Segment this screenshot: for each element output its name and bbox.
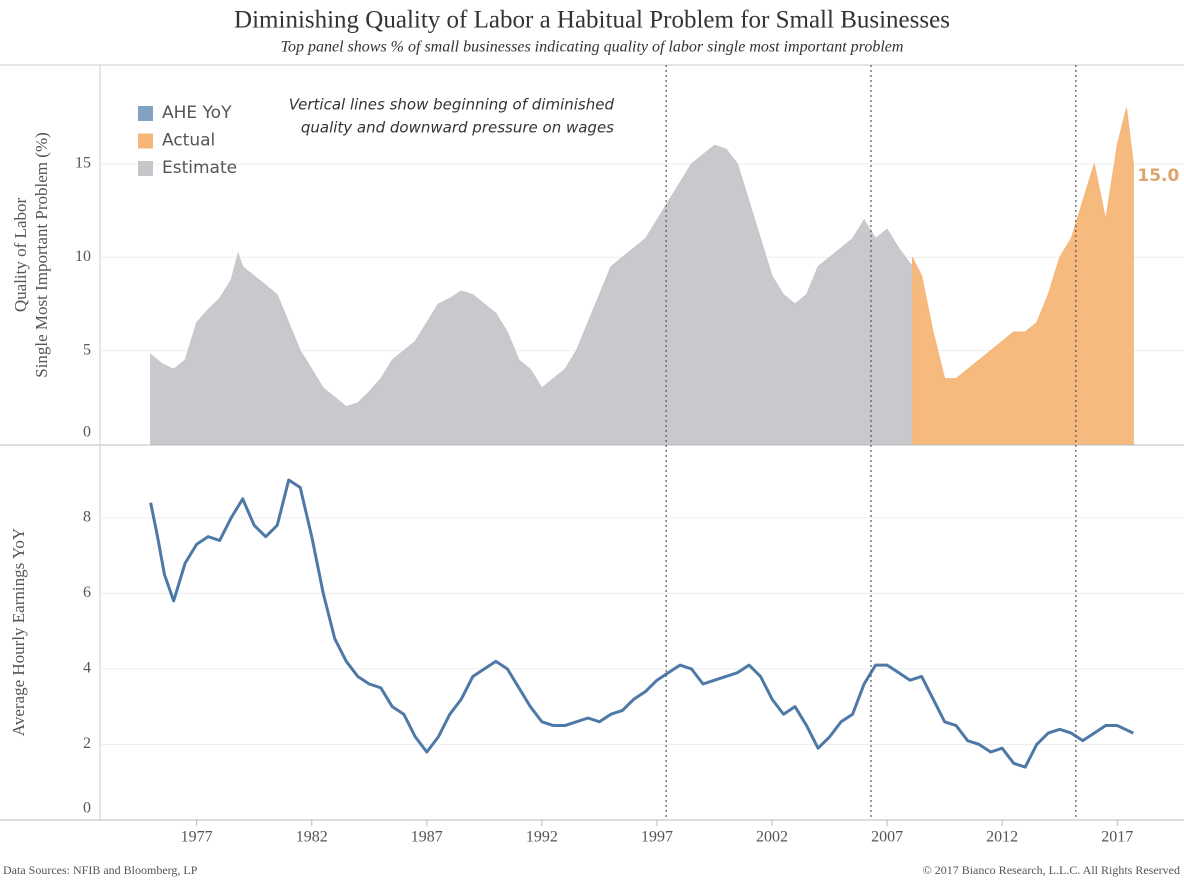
y-tick-label: 0 (83, 800, 91, 817)
legend-swatch (138, 133, 153, 149)
legend-label: AHE YoY (162, 103, 232, 123)
copyright: © 2017 Bianco Research, L.L.C. All Right… (923, 863, 1180, 877)
y-axis-label: Average Hourly Earnings YoY (9, 528, 28, 736)
legend-swatch (138, 161, 153, 176)
area (150, 144, 913, 445)
legend-swatch (138, 106, 153, 121)
y-tick-label: 8 (83, 508, 91, 525)
annotation: quality and downward pressure on wages (301, 119, 614, 137)
y-tick-label: 2 (83, 735, 91, 752)
x-tick-label: 1982 (296, 829, 328, 846)
chart-title: Diminishing Quality of Labor a Habitual … (234, 7, 950, 34)
legend-label: Estimate (162, 158, 237, 178)
x-tick-label: 2002 (756, 829, 788, 846)
x-tick-label: 2012 (986, 829, 1018, 846)
y-tick-label: 10 (75, 248, 91, 265)
line (149, 478, 1135, 769)
annotation: Vertical lines show beginning of diminis… (289, 96, 615, 114)
y-axis-label: Quality of Labor (11, 198, 30, 313)
x-tick-label: 1977 (181, 829, 213, 846)
y-tick-label: 4 (83, 660, 91, 677)
x-tick-label: 2007 (871, 829, 903, 846)
y-tick-label: 0 (83, 424, 91, 441)
source-note: Data Sources: NFIB and Bloomberg, LP (3, 863, 198, 877)
x-tick-label: 2017 (1101, 829, 1133, 846)
area (911, 107, 1134, 445)
x-tick-label: 1997 (641, 829, 673, 846)
y-axis-label: Single Most Important Problem (%) (32, 132, 51, 378)
x-tick-label: 1992 (526, 829, 558, 846)
x-tick-label: 1987 (411, 829, 443, 846)
y-tick-label: 15 (75, 155, 91, 172)
y-tick-label: 5 (83, 341, 91, 358)
legend-label: Actual (162, 131, 215, 151)
chart-subtitle: Top panel shows % of small businesses in… (281, 39, 904, 56)
data-label: 15.0 (1137, 166, 1179, 186)
y-tick-label: 6 (83, 584, 91, 601)
